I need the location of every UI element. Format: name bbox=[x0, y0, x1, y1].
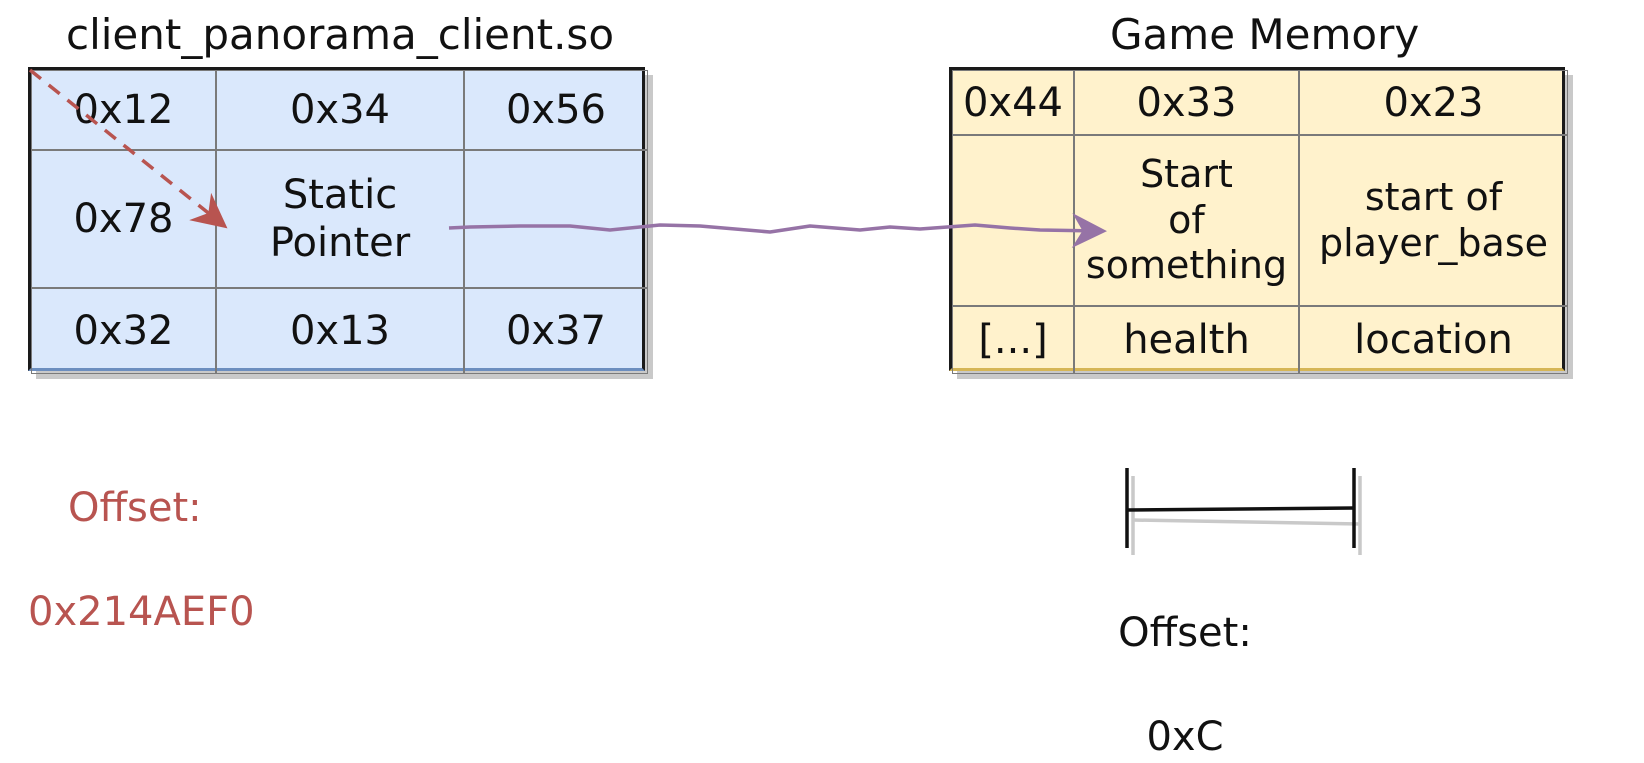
client-offset-label: Offset: 0x214AEF0 bbox=[28, 430, 288, 638]
game-offset-value: 0xC bbox=[1146, 714, 1224, 760]
client-offset-value: 0x214AEF0 bbox=[28, 589, 255, 635]
game-cell-1-0 bbox=[952, 135, 1074, 306]
game-memory-title: Game Memory bbox=[1110, 10, 1420, 59]
game-cell-0-1: 0x33 bbox=[1074, 70, 1299, 135]
location-cell: location bbox=[1299, 306, 1568, 374]
client-memory-table: 0x12 0x34 0x56 0x78 Static Pointer 0x32 … bbox=[28, 67, 648, 374]
client-cell-1-0: 0x78 bbox=[31, 150, 216, 288]
game-offset-label: Offset: 0xC bbox=[1080, 555, 1290, 763]
span-bracket bbox=[1125, 468, 1356, 548]
game-memory-table: 0x44 0x33 0x23 Start of something start … bbox=[949, 67, 1568, 374]
client-cell-1-2 bbox=[464, 150, 648, 288]
client-cell-2-1: 0x13 bbox=[216, 288, 464, 374]
client-cell-0-1: 0x34 bbox=[216, 70, 464, 150]
health-cell: health bbox=[1074, 306, 1299, 374]
client-cell-2-0: 0x32 bbox=[31, 288, 216, 374]
game-offset-caption: Offset: bbox=[1118, 610, 1252, 656]
client-cell-2-2: 0x37 bbox=[464, 288, 648, 374]
game-cell-2-0: [...] bbox=[952, 306, 1074, 374]
client-offset-caption: Offset: bbox=[68, 485, 202, 531]
start-of-something-cell: Start of something bbox=[1074, 135, 1299, 306]
static-pointer-cell: Static Pointer bbox=[216, 150, 464, 288]
span-bracket-shadow bbox=[1131, 476, 1362, 555]
client-module-title: client_panorama_client.so bbox=[66, 10, 615, 59]
player-base-cell: start of player_base bbox=[1299, 135, 1568, 306]
client-cell-0-0: 0x12 bbox=[31, 70, 216, 150]
client-cell-0-2: 0x56 bbox=[464, 70, 648, 150]
game-cell-0-0: 0x44 bbox=[952, 70, 1074, 135]
game-cell-0-2: 0x23 bbox=[1299, 70, 1568, 135]
